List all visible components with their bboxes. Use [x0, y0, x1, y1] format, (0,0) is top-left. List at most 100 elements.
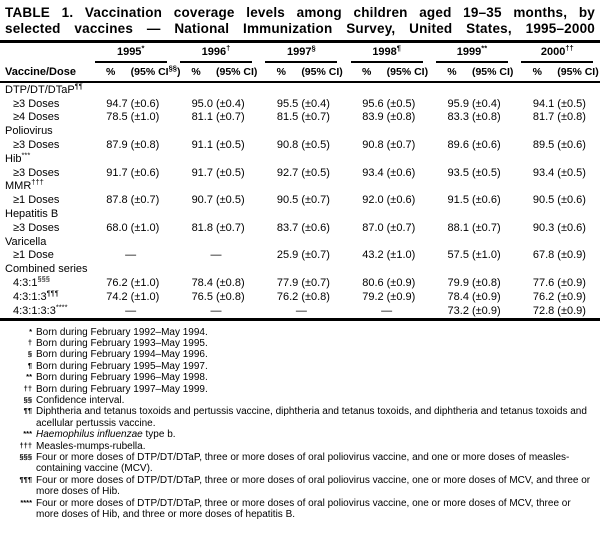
- table-row: ≥3 Doses 91.7 (±0.6) 91.7 (±0.5) 92.7 (±0.5) 93…: [0, 166, 600, 180]
- footnote-text: Diphtheria and tetanus toxoids and pertu…: [36, 406, 587, 429]
- coverage-percent: 78.4: [447, 290, 469, 303]
- coverage-percent: 92.7: [276, 166, 299, 179]
- confidence-interval: (±0.9): [557, 290, 586, 303]
- data-cell: 83.9 (±0.8): [344, 111, 429, 123]
- data-cell: 89.5 (±0.6): [515, 139, 600, 151]
- footnote: †† Born during February 1997–May 1999.: [0, 384, 600, 395]
- coverage-percent: 87.9: [106, 139, 128, 152]
- confidence-interval: (±0.7): [301, 249, 330, 262]
- subheader-pct-ci: % (95% CI§§): [88, 64, 180, 78]
- confidence-interval: (±0.6): [557, 139, 586, 152]
- coverage-percent: 78.5: [106, 111, 128, 124]
- data-cell: 25.9 (±0.7): [259, 249, 344, 261]
- coverage-percent: 91.7: [191, 166, 213, 179]
- no-data-dash: —: [125, 304, 137, 317]
- table-row: ≥4 Doses 78.5 (±1.0) 81.1 (±0.7) 81.5 (±0.7) 83…: [0, 111, 600, 125]
- data-cell: 73.2 (±0.9): [429, 305, 514, 317]
- confidence-interval: (±0.9): [471, 290, 501, 303]
- row-label: ≥4 Doses: [13, 111, 60, 124]
- coverage-percent: 57.5: [447, 249, 469, 262]
- year-footnote-marker: §: [311, 43, 316, 53]
- data-cell: 90.7 (±0.5): [173, 194, 258, 206]
- confidence-interval: (±0.5): [557, 166, 586, 179]
- no-data-dash: —: [210, 249, 222, 262]
- year-label: 1997§: [265, 43, 338, 63]
- data-cell: 67.8 (±0.9): [515, 249, 600, 261]
- data-cell: 93.4 (±0.6): [344, 167, 429, 179]
- footnote-text: Four or more doses of DTP/DT/DTaP, three…: [36, 474, 591, 498]
- confidence-interval: (±0.8): [215, 290, 245, 303]
- subheader-pct-ci: % (95% CI): [173, 66, 258, 78]
- coverage-percent: 93.4: [362, 166, 384, 179]
- coverage-percent: 76.2: [276, 290, 299, 303]
- data-cell: 87.0 (±0.7): [344, 222, 429, 234]
- confidence-interval: (±0.7): [215, 111, 245, 124]
- data-cell: 91.5 (±0.6): [429, 194, 514, 206]
- coverage-percent: 91.1: [191, 139, 213, 152]
- row-footnote-marker: ¶¶: [74, 81, 83, 91]
- table-group-row: Varicella: [0, 235, 600, 249]
- footnote: * Born during February 1992–May 1994.: [0, 327, 600, 338]
- year-footnote-marker: ††: [565, 43, 574, 53]
- row-label: Hib***: [5, 150, 31, 165]
- subheader-pct-ci: % (95% CI): [259, 66, 344, 78]
- table-row: ≥3 Doses 94.7 (±0.6) 95.0 (±0.4) 95.5 (±0.4) 95…: [0, 97, 600, 111]
- footnote-marker: ****: [20, 497, 32, 507]
- ci-footnote-marker: §§: [168, 63, 177, 73]
- confidence-interval: (±0.7): [386, 221, 416, 234]
- coverage-percent: 95.5: [276, 97, 299, 110]
- confidence-interval: (±0.6): [471, 139, 501, 152]
- confidence-interval: (±0.8): [386, 111, 416, 124]
- column-header-vaccine-dose: Vaccine/Dose: [5, 66, 76, 78]
- coverage-percent: 76.2: [106, 277, 128, 290]
- data-cell: 92.7 (±0.5): [259, 167, 344, 179]
- percent-symbol: %: [105, 66, 116, 78]
- no-data-dash: —: [381, 304, 393, 317]
- year-footnote-marker: **: [481, 43, 488, 53]
- ci-label: (95% CI): [386, 66, 429, 78]
- coverage-percent: 87.8: [106, 194, 128, 207]
- footnote-text: Four or more doses of DTP/DT/DTaP, three…: [36, 497, 571, 521]
- footnote-text: Born during February 1994–May 1996.: [36, 349, 208, 361]
- footnote-text: Born during February 1997–May 1999.: [36, 383, 208, 395]
- footnote-text-italic: Haemophilus influenzae: [36, 429, 143, 441]
- coverage-percent: 94.7: [106, 97, 128, 110]
- data-cell: 57.5 (±1.0): [429, 249, 514, 261]
- year-header: 1995*: [88, 44, 173, 63]
- footnote: § Born during February 1994–May 1996.: [0, 349, 600, 360]
- confidence-interval: (±0.7): [301, 277, 330, 290]
- percent-symbol: %: [191, 66, 201, 78]
- confidence-interval: (±1.0): [386, 249, 416, 262]
- table-row: ≥1 Doses 87.8 (±0.7) 90.7 (±0.5) 90.5 (±0.7) 92…: [0, 193, 600, 207]
- table-row: ≥3 Doses 68.0 (±1.0) 81.8 (±0.7) 83.7 (±0.6) 87…: [0, 221, 600, 235]
- footnote: ** Born during February 1996–May 1998.: [0, 372, 600, 383]
- coverage-percent: 93.5: [447, 166, 469, 179]
- coverage-percent: 73.2: [447, 304, 469, 317]
- table-row: 4:3:1:3¶¶¶ 74.2 (±1.0) 76.5 (±0.8) 76.2 (±0.8)…: [0, 289, 600, 304]
- data-cell: —: [344, 305, 429, 317]
- table-group-row: Hib***: [0, 150, 600, 166]
- row-label: ≥3 Doses: [13, 221, 60, 234]
- data-cell: 77.6 (±0.9): [515, 277, 600, 289]
- confidence-interval: (±1.0): [130, 221, 160, 234]
- footnote: **** Four or more doses of DTP/DT/DTaP, t…: [0, 498, 600, 521]
- footnote: ††† Measles-mumps-rubella.: [0, 441, 600, 452]
- confidence-interval: (±0.5): [301, 139, 330, 152]
- confidence-interval: (±0.4): [215, 97, 245, 110]
- ci-label: (95% CI§§): [130, 63, 181, 78]
- confidence-interval: (±0.5): [301, 166, 330, 179]
- year-column-1995: 1995*% (95% CI§§): [88, 44, 180, 78]
- table-header: Vaccine/Dose 1995*% (95% CI§§) 1996†% (95% …: [0, 43, 600, 83]
- row-footnote-marker: §§§: [37, 274, 50, 284]
- footnote-text: Born during February 1992–May 1994.: [36, 326, 208, 338]
- coverage-percent: 87.0: [362, 221, 384, 234]
- confidence-interval: (±0.6): [130, 166, 160, 179]
- coverage-percent: 95.0: [191, 97, 213, 110]
- data-cell: —: [173, 305, 258, 317]
- footnote-marker: **: [26, 372, 32, 382]
- footnote: §§ Confidence interval.: [0, 395, 600, 406]
- data-cell: 81.1 (±0.7): [173, 111, 258, 123]
- data-cell: 94.1 (±0.5): [515, 98, 600, 110]
- coverage-percent: 94.1: [532, 97, 555, 110]
- footnote-marker: ¶¶: [23, 406, 32, 416]
